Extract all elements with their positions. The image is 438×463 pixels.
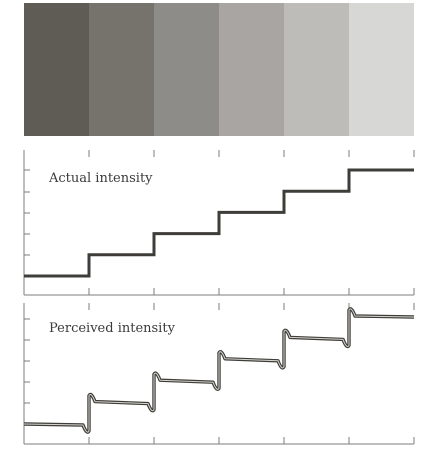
actual-axes [23, 150, 415, 296]
intensity-swatch [24, 3, 89, 136]
perceived-intensity-panel: Perceived intensity [23, 303, 415, 445]
intensity-swatch [349, 3, 414, 136]
intensity-swatches [24, 3, 414, 136]
intensity-swatch [154, 3, 219, 136]
actual-intensity-step-line [24, 168, 414, 278]
actual-intensity-label: Actual intensity [48, 171, 153, 186]
intensity-swatch [284, 3, 349, 136]
perceived-intensity-curve-highlight [23, 308, 415, 433]
perceived-axes [23, 303, 415, 445]
perceived-intensity-label: Perceived intensity [49, 321, 176, 336]
intensity-swatch [219, 3, 284, 136]
actual-intensity-panel: Actual intensity [23, 150, 415, 296]
intensity-swatch [89, 3, 154, 136]
